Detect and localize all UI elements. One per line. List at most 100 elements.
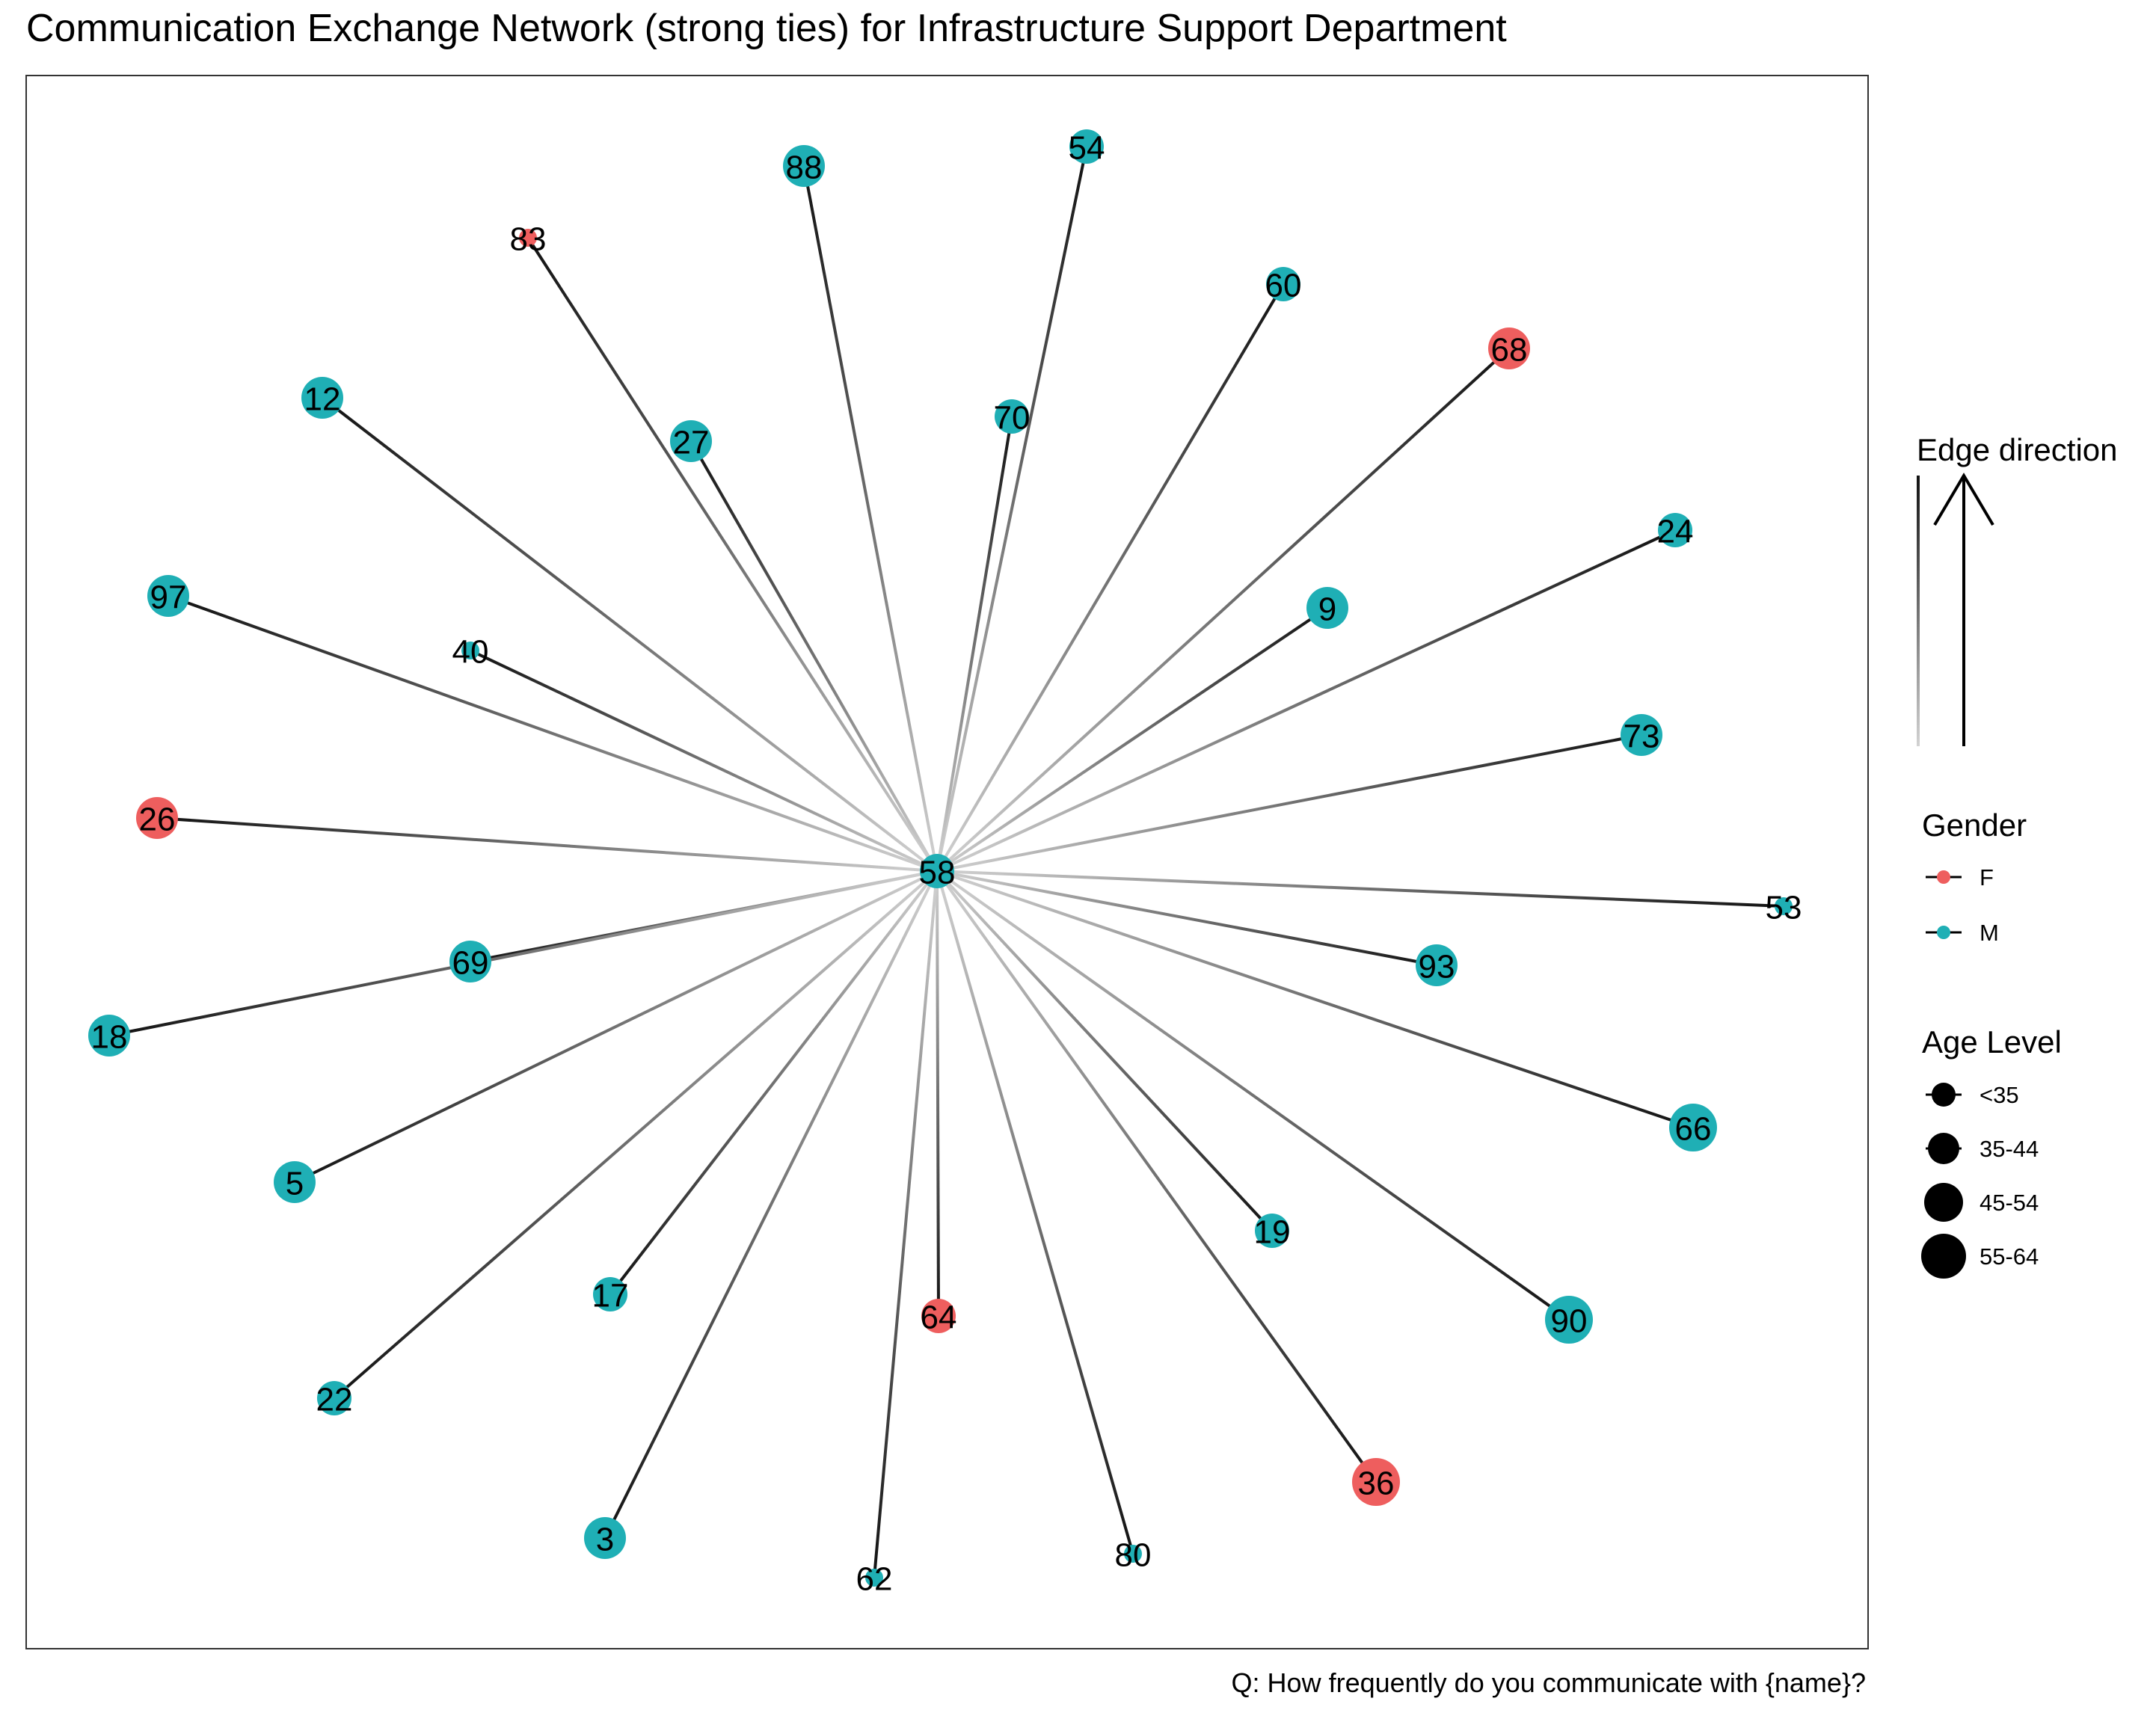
node-24[interactable]: 24	[1657, 513, 1694, 550]
legend-age-dot-1	[1928, 1133, 1959, 1164]
node-marker-18	[88, 1015, 130, 1057]
node-27[interactable]: 27	[670, 420, 712, 462]
node-18[interactable]: 18	[88, 1015, 130, 1057]
node-marker-62	[865, 1569, 883, 1587]
node-label-66: 66	[1675, 1111, 1712, 1148]
legend-age-label-0: <35	[1980, 1082, 2019, 1108]
edge-58-54	[936, 146, 1088, 872]
node-68[interactable]: 68	[1488, 327, 1530, 369]
node-marker-58	[920, 854, 954, 888]
node-97[interactable]: 97	[147, 575, 189, 617]
node-26[interactable]: 26	[136, 797, 178, 839]
node-label-18: 18	[91, 1019, 128, 1056]
node-label-64: 64	[921, 1300, 957, 1336]
edge-layer	[108, 146, 1784, 1578]
node-label-40: 40	[452, 634, 489, 671]
edge-58-12	[321, 396, 939, 873]
chart-title: Communication Exchange Network (strong t…	[26, 7, 1507, 50]
node-marker-70	[995, 399, 1029, 434]
legend-age-dot-2	[1924, 1183, 1963, 1222]
edge-58-80	[936, 870, 1134, 1554]
arrow-up-icon	[1933, 473, 1994, 746]
node-marker-93	[1416, 944, 1458, 986]
node-label-17: 17	[592, 1278, 629, 1314]
node-60[interactable]: 60	[1265, 267, 1302, 304]
node-66[interactable]: 66	[1669, 1104, 1717, 1151]
node-88[interactable]: 88	[783, 145, 825, 187]
legend-gender: Gender F M	[1922, 808, 2027, 946]
node-3[interactable]: 3	[584, 1517, 626, 1559]
node-label-97: 97	[150, 579, 187, 616]
node-marker-97	[147, 575, 189, 617]
caption: Q: How frequently do you communicate wit…	[1231, 1667, 1866, 1698]
edge-58-17	[609, 870, 939, 1296]
node-22[interactable]: 22	[316, 1381, 353, 1418]
edge-58-27	[690, 440, 939, 872]
edge-58-9	[936, 606, 1329, 873]
node-label-62: 62	[856, 1561, 893, 1598]
edge-58-36	[936, 870, 1378, 1483]
node-73[interactable]: 73	[1621, 714, 1662, 756]
node-93[interactable]: 93	[1416, 944, 1458, 986]
legend-gender-dot-F	[1937, 870, 1950, 884]
node-label-5: 5	[286, 1166, 304, 1202]
legend-age-label-1: 35-44	[1980, 1136, 2039, 1162]
node-label-54: 54	[1069, 130, 1105, 167]
legend-age-label-2: 45-54	[1980, 1190, 2039, 1216]
node-62[interactable]: 62	[856, 1561, 893, 1598]
edge-58-70	[936, 416, 1013, 872]
node-marker-40	[461, 642, 479, 659]
node-36[interactable]: 36	[1352, 1458, 1400, 1506]
edge-58-66	[936, 870, 1694, 1129]
edge-58-22	[333, 870, 939, 1400]
node-marker-60	[1266, 267, 1300, 301]
node-marker-22	[317, 1381, 351, 1415]
plot-panel	[25, 75, 1869, 1649]
node-marker-80	[1124, 1545, 1142, 1563]
node-label-83: 83	[510, 221, 547, 258]
node-marker-83	[519, 229, 537, 247]
node-9[interactable]: 9	[1306, 587, 1348, 629]
node-label-70: 70	[994, 400, 1031, 437]
legend-gender-title: Gender	[1922, 808, 2027, 843]
node-marker-69	[449, 941, 491, 982]
node-90[interactable]: 90	[1545, 1296, 1593, 1344]
node-17[interactable]: 17	[592, 1277, 629, 1314]
node-5[interactable]: 5	[274, 1161, 316, 1203]
node-12[interactable]: 12	[301, 377, 343, 419]
node-marker-53	[1775, 897, 1793, 915]
node-69[interactable]: 69	[449, 941, 491, 982]
node-80[interactable]: 80	[1115, 1537, 1152, 1574]
legend-gender-dot-M	[1937, 926, 1950, 939]
node-70[interactable]: 70	[994, 399, 1031, 437]
node-label-3: 3	[596, 1522, 614, 1558]
node-19[interactable]: 19	[1254, 1214, 1291, 1251]
node-label-36: 36	[1358, 1466, 1395, 1502]
node-label-27: 27	[673, 425, 710, 461]
edge-58-90	[936, 870, 1570, 1321]
node-marker-3	[584, 1517, 626, 1559]
edge-58-97	[168, 594, 938, 873]
edge-58-62	[873, 870, 939, 1578]
node-marker-68	[1488, 327, 1530, 369]
node-83[interactable]: 83	[510, 221, 547, 258]
node-marker-90	[1545, 1296, 1593, 1344]
node-marker-5	[274, 1161, 316, 1203]
legend-gender-label-F: F	[1980, 864, 1994, 891]
node-marker-19	[1255, 1214, 1289, 1248]
node-marker-64	[921, 1299, 956, 1333]
node-label-68: 68	[1491, 332, 1528, 369]
node-53[interactable]: 53	[1766, 890, 1802, 926]
node-label-58: 58	[919, 855, 956, 891]
node-54[interactable]: 54	[1069, 129, 1105, 167]
node-58[interactable]: 58	[919, 854, 956, 891]
node-40[interactable]: 40	[452, 634, 489, 671]
legend-edge-direction: Edge direction	[1917, 432, 2118, 746]
node-label-22: 22	[316, 1382, 353, 1418]
edge-58-19	[936, 870, 1274, 1232]
edge-58-53	[936, 870, 1784, 908]
node-64[interactable]: 64	[921, 1299, 957, 1336]
edge-58-93	[936, 870, 1437, 967]
